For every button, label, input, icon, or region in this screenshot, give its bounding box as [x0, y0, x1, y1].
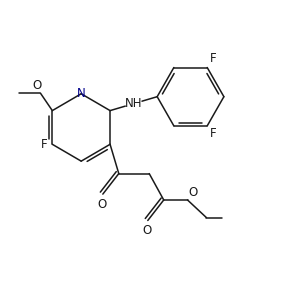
Text: O: O: [188, 186, 197, 199]
Text: F: F: [210, 127, 217, 140]
Text: F: F: [41, 138, 48, 151]
Text: O: O: [143, 224, 152, 237]
Text: O: O: [98, 198, 107, 211]
Text: O: O: [33, 79, 42, 92]
Text: NH: NH: [125, 97, 142, 110]
Text: N: N: [77, 87, 86, 100]
Text: F: F: [209, 52, 216, 64]
